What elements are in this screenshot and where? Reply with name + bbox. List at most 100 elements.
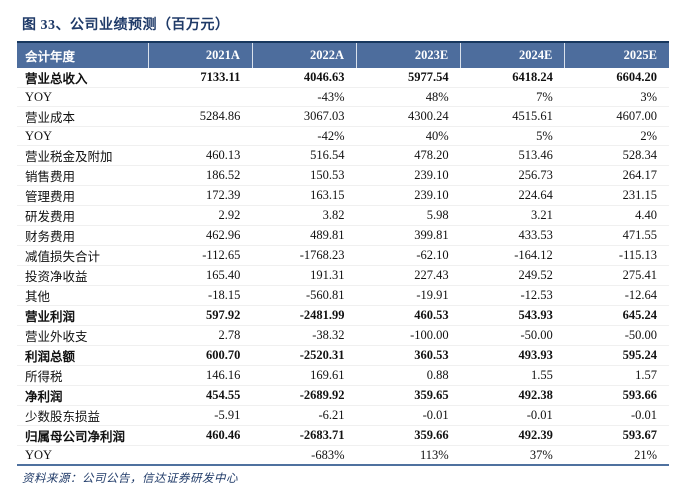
row-value: 3067.03 [252,106,357,127]
row-value: 593.66 [564,385,669,406]
row-value: 186.52 [148,165,253,186]
row-value: -6.21 [252,405,357,426]
row-value: 360.53 [356,345,461,366]
row-value: -43% [252,87,357,107]
row-value [148,126,253,146]
table-row: 营业税金及附加 460.13 516.54 478.20 513.46 528.34 [17,145,669,166]
row-value: -42% [252,126,357,146]
row-label: 营业利润 [17,305,149,326]
table-row: 营业利润 597.92 -2481.99 460.53 543.93 645.24 [17,305,669,326]
row-value: 163.15 [252,185,357,206]
header-cell-year: 2023E [356,42,462,68]
row-value: 6418.24 [460,68,565,88]
row-value: 359.66 [356,425,461,446]
row-value: 21% [634,447,657,462]
row-value: 6604.20 [564,68,669,88]
row-label: 减值损失合计 [17,245,149,266]
row-value: 0.88 [356,365,461,386]
row-label: 投资净收益 [17,265,149,286]
row-value: 146.16 [148,365,253,386]
row-value: 492.38 [460,385,565,406]
row-value: -112.65 [148,245,253,266]
table-row: YOY -43% 48% 7% 3% [17,87,669,107]
row-value: 239.10 [356,165,461,186]
row-label: 其他 [17,285,149,306]
row-label: YOY [25,447,53,462]
row-value: 7% [460,87,565,107]
table-header-row: 会计年度 2021A 2022A 2023E 2024E 2025E [17,42,669,68]
row-value: 172.39 [148,185,253,206]
row-value [148,87,253,107]
row-value: 460.13 [148,145,253,166]
row-value: -2481.99 [252,305,357,326]
row-value: -560.81 [252,285,357,306]
table-row: 所得税 146.16 169.61 0.88 1.55 1.57 [17,365,669,386]
row-value: -683% [311,447,345,462]
row-value: 399.81 [356,225,461,246]
row-value: 3% [564,87,669,107]
row-value: -18.15 [148,285,253,306]
table-row: 研发费用 2.92 3.82 5.98 3.21 4.40 [17,205,669,226]
table-row: 减值损失合计 -112.65 -1768.23 -62.10 -164.12 -115.1… [17,245,669,266]
row-value: 4515.61 [460,106,565,127]
row-value: 4300.24 [356,106,461,127]
row-label: 营业总收入 [17,68,149,88]
header-cell-year: 2024E [460,42,566,68]
row-value: 5977.54 [356,68,461,88]
row-value: 2.92 [148,205,253,226]
row-value: 256.73 [460,165,565,186]
row-value: 227.43 [356,265,461,286]
row-value: -5.91 [148,405,253,426]
row-value: 516.54 [252,145,357,166]
row-value: 493.93 [460,345,565,366]
header-cell-year: 2025E [564,42,669,68]
row-value: 543.93 [460,305,565,326]
row-value: 224.64 [460,185,565,206]
table-row: 营业外收支 2.78 -38.32 -100.00 -50.00 -50.00 [17,325,669,346]
forecast-table: 会计年度 2021A 2022A 2023E 2024E 2025E 营业总收入 7133.… [17,41,669,466]
row-value: 1.55 [460,365,565,386]
row-value: 249.52 [460,265,565,286]
row-value: -50.00 [460,325,565,346]
row-value: 2.78 [148,325,253,346]
row-value: 4046.63 [252,68,357,88]
row-value: 492.39 [460,425,565,446]
row-value: 460.53 [356,305,461,326]
table-row: 少数股东损益 -5.91 -6.21 -0.01 -0.01 -0.01 [17,405,669,426]
row-value: 275.41 [564,265,669,286]
row-value: 5284.86 [148,106,253,127]
row-value: 4.40 [564,205,669,226]
row-value: -0.01 [460,405,565,426]
row-label: YOY [17,126,149,146]
table-row: 投资净收益 165.40 191.31 227.43 249.52 275.41 [17,265,669,286]
row-value: 595.24 [564,345,669,366]
row-value: -12.64 [564,285,669,306]
row-value: -1768.23 [252,245,357,266]
header-cell-year: 2022A [252,42,358,68]
row-value: -100.00 [356,325,461,346]
forecast-table-body: 营业总收入 7133.11 4046.63 5977.54 6418.24 6604.20… [17,68,669,465]
row-value: 460.46 [148,425,253,446]
table-row: 归属母公司净利润 460.46 -2683.71 359.66 492.39 593.67 [17,425,669,446]
row-value: 489.81 [252,225,357,246]
row-value: 645.24 [564,305,669,326]
row-label: 管理费用 [17,185,149,206]
row-label: 销售费用 [17,165,149,186]
row-value: -12.53 [460,285,565,306]
row-value: -19.91 [356,285,461,306]
row-value: 3.82 [252,205,357,226]
table-row: 营业成本 5284.86 3067.03 4300.24 4515.61 4607.00 [17,106,669,127]
row-value: 37% [529,447,553,462]
header-cell-year: 2021A [148,42,253,68]
row-value: 239.10 [356,185,461,206]
table-row: 销售费用 186.52 150.53 239.10 256.73 264.17 [17,165,669,186]
row-value: 1.57 [564,365,669,386]
row-value: 597.92 [148,305,253,326]
row-value: 454.55 [148,385,253,406]
row-value: -0.01 [564,405,669,426]
table-row: 营业总收入 7133.11 4046.63 5977.54 6418.24 6604.20 [17,68,669,88]
row-value: -38.32 [252,325,357,346]
row-value: -62.10 [356,245,461,266]
table-row: 净利润 454.55 -2689.92 359.65 492.38 593.66 [17,385,669,406]
